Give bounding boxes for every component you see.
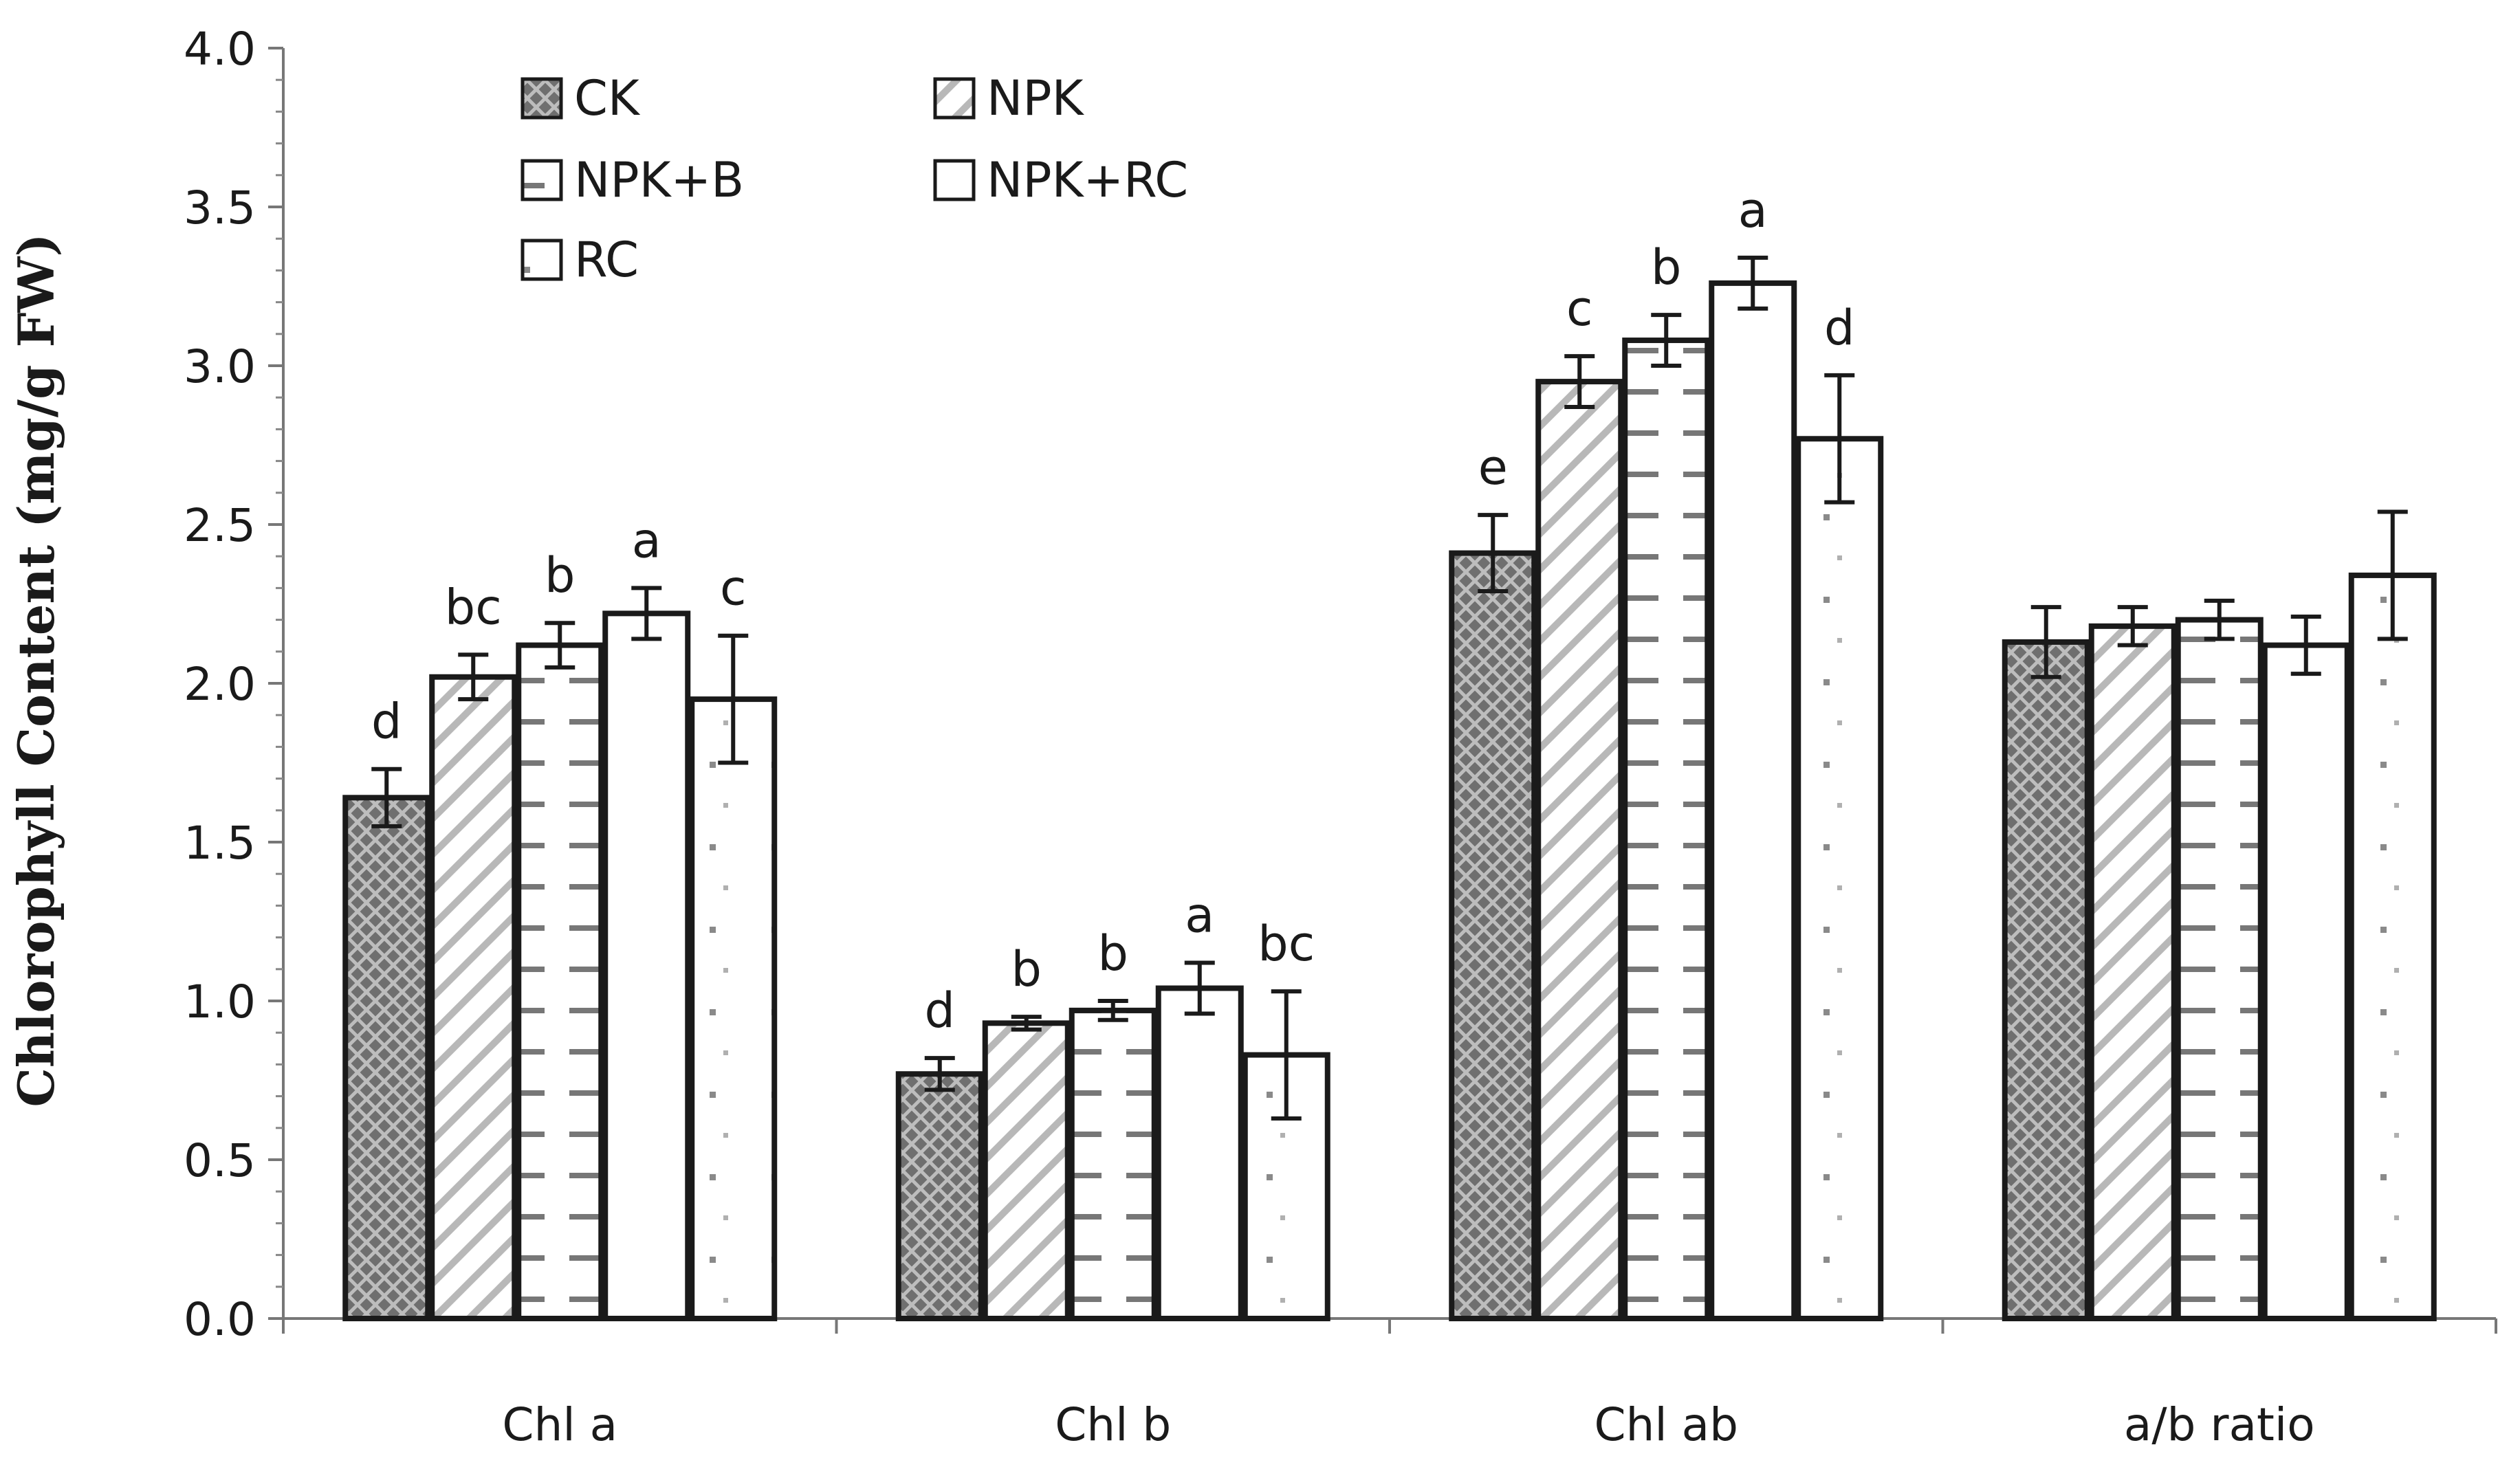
significance-letter: c [1566, 280, 1593, 337]
legend-item: CK [521, 70, 641, 126]
significance-letter: a [1185, 887, 1214, 944]
x-tick-label: Chl a [502, 1398, 617, 1451]
x-tick-label: Chl ab [1594, 1398, 1738, 1451]
bar [2088, 623, 2177, 1321]
legend-swatch [933, 159, 976, 201]
significance-letter: a [632, 512, 661, 569]
bar [602, 610, 691, 1321]
bar [516, 642, 604, 1321]
legend-item: NPK+B [521, 152, 744, 208]
significance-letter: a [1738, 182, 1768, 239]
y-axis-label: Chlorophyll Content (mg/g FW) [7, 233, 65, 1107]
significance-letter: b [545, 547, 575, 604]
x-tick-label: a/b ratio [2124, 1398, 2315, 1451]
significance-letter: e [1478, 439, 1508, 496]
y-tick-label: 4.0 [184, 23, 256, 76]
bar [1795, 436, 1884, 1321]
bar [1535, 379, 1624, 1321]
bar [689, 696, 778, 1321]
legend-swatch [521, 239, 563, 281]
legend-swatch [521, 77, 563, 120]
bar [2261, 642, 2350, 1321]
bar [342, 795, 431, 1321]
y-tick-label: 1.5 [184, 817, 256, 870]
significance-letter: b [1098, 925, 1128, 982]
y-tick-label: 0.5 [184, 1134, 256, 1187]
bar [2002, 639, 2090, 1321]
y-tick-label: 0.0 [184, 1293, 256, 1346]
bar [1155, 985, 1244, 1322]
bar [982, 1020, 1071, 1321]
bar [1622, 338, 1711, 1321]
bar [429, 674, 518, 1321]
error-bars-layer [371, 255, 2408, 1121]
y-tick-label: 2.5 [184, 499, 256, 552]
significance-letter: d [1824, 300, 1854, 356]
legend-label: CK [574, 70, 641, 126]
y-tick-label: 2.0 [184, 658, 256, 711]
legend-label: NPK+RC [987, 152, 1188, 208]
y-tick-label: 3.0 [184, 340, 256, 393]
y-tick-label: 1.0 [184, 975, 256, 1028]
legend-item: RC [521, 232, 639, 288]
significance-letter: c [720, 560, 747, 617]
legend-swatch [933, 77, 976, 120]
bar [1449, 550, 1537, 1322]
bars-layer [342, 280, 2437, 1322]
legend-label: NPK [987, 70, 1085, 126]
legend-item: NPK+RC [933, 152, 1188, 208]
significance-letter: b [1651, 239, 1681, 296]
legend-item: NPK [933, 70, 1085, 126]
y-tick-label: 3.5 [184, 181, 256, 234]
bar [1709, 280, 1797, 1321]
bar [1069, 1007, 1157, 1321]
significance-letter: d [925, 982, 955, 1039]
legend: CK NPK NPK+B NPK+RC RC [521, 70, 1188, 288]
legend-swatch [521, 159, 563, 201]
bar [2348, 572, 2437, 1321]
legend-label: RC [574, 232, 639, 288]
significance-letter: bc [445, 579, 502, 635]
bar [895, 1071, 984, 1321]
significance-letter: b [1011, 941, 1042, 997]
bar [2175, 617, 2264, 1321]
x-tick-label: Chl b [1055, 1398, 1171, 1451]
significance-letter: bc [1258, 916, 1315, 972]
significance-letter: d [371, 694, 402, 750]
legend-label: NPK+B [574, 152, 744, 208]
